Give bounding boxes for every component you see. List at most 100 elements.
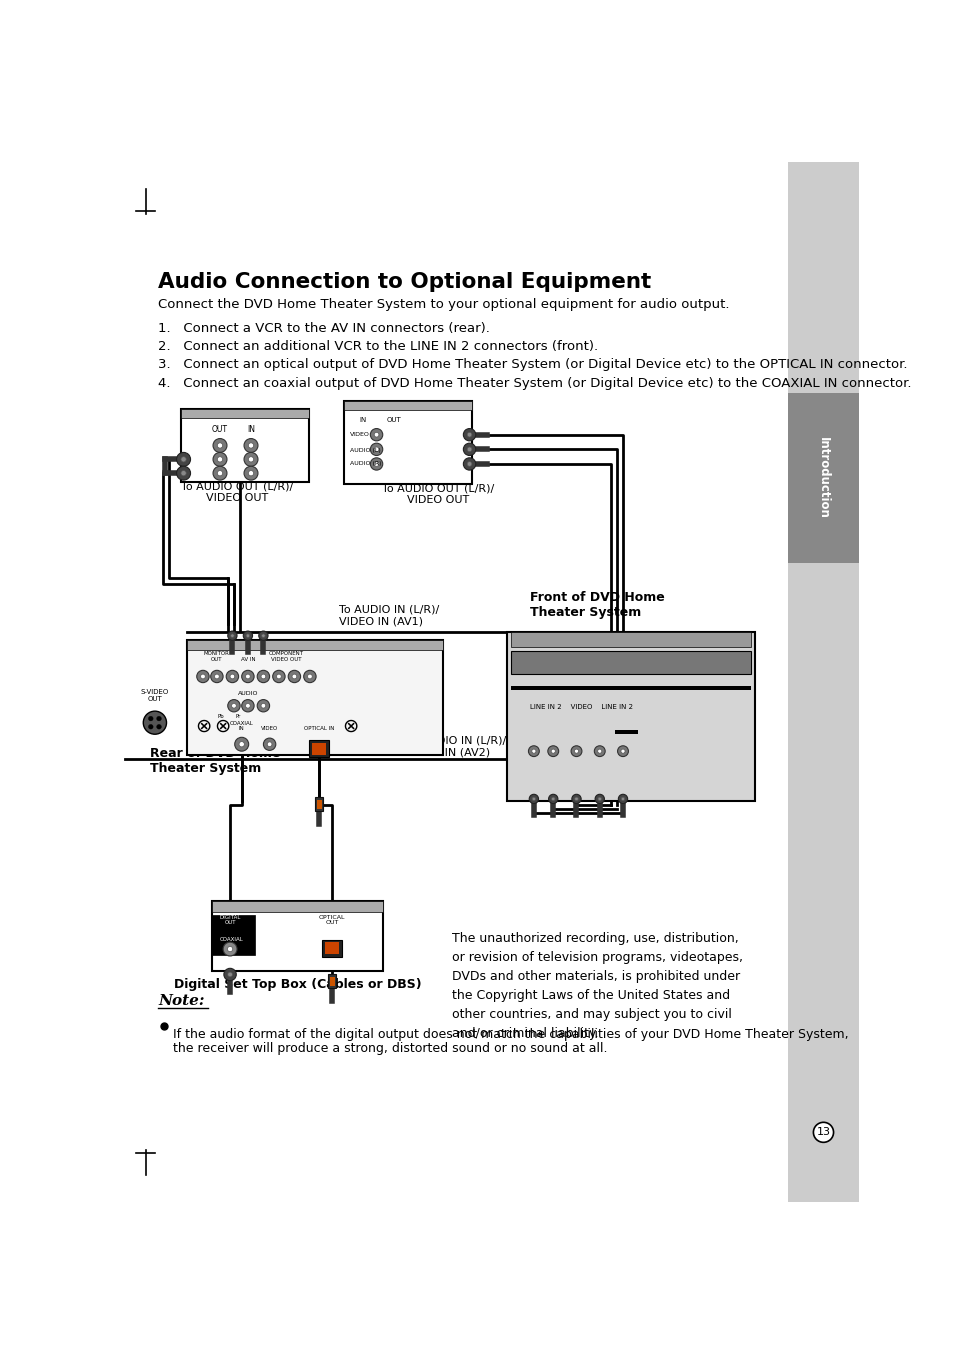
Circle shape — [548, 794, 558, 804]
Circle shape — [532, 797, 535, 801]
Bar — [344, 401, 472, 411]
Circle shape — [243, 631, 253, 640]
Circle shape — [228, 631, 236, 640]
Circle shape — [267, 742, 272, 747]
Circle shape — [232, 704, 236, 708]
Bar — [187, 639, 443, 650]
Circle shape — [467, 462, 472, 466]
Circle shape — [181, 470, 186, 476]
Circle shape — [156, 724, 161, 730]
Bar — [510, 632, 750, 647]
Text: Introduction: Introduction — [816, 436, 829, 519]
Circle shape — [258, 631, 268, 640]
Text: 4.   Connect an coaxial output of DVD Home Theater System (or Digital Device etc: 4. Connect an coaxial output of DVD Home… — [158, 377, 910, 390]
Circle shape — [813, 1123, 833, 1143]
Circle shape — [181, 457, 186, 462]
Circle shape — [467, 432, 472, 436]
Text: The unauthorized recording, use, distribution,
or revision of television program: The unauthorized recording, use, distrib… — [452, 932, 742, 1040]
Text: S-VIDEO
OUT: S-VIDEO OUT — [141, 689, 169, 703]
Bar — [212, 901, 382, 970]
Text: Digital Set Top Box (Cables or DBS): Digital Set Top Box (Cables or DBS) — [173, 978, 421, 990]
Text: Pb: Pb — [217, 715, 224, 719]
Text: COAXIAL: COAXIAL — [220, 938, 244, 943]
Text: To AUDIO IN (L/R)/
VIDEO IN (AV1): To AUDIO IN (L/R)/ VIDEO IN (AV1) — [338, 604, 438, 626]
Circle shape — [292, 674, 296, 678]
Circle shape — [547, 746, 558, 757]
Circle shape — [529, 794, 537, 804]
Text: OUT: OUT — [212, 424, 228, 434]
Circle shape — [595, 794, 604, 804]
Circle shape — [213, 453, 227, 466]
Circle shape — [598, 797, 601, 801]
Circle shape — [231, 634, 233, 638]
Text: ⊗: ⊗ — [342, 716, 358, 735]
Circle shape — [248, 443, 253, 449]
Circle shape — [211, 670, 223, 682]
Bar — [315, 797, 323, 811]
Bar — [309, 740, 329, 758]
Bar — [787, 162, 858, 1202]
Text: OUT: OUT — [386, 417, 401, 423]
Bar — [787, 393, 858, 562]
Circle shape — [617, 746, 628, 757]
Text: If the audio format of the digital output does not match the capabilities of you: If the audio format of the digital outpu… — [173, 1028, 848, 1042]
Circle shape — [239, 742, 244, 747]
Text: AUDIO (L): AUDIO (L) — [350, 447, 380, 453]
Circle shape — [261, 704, 266, 708]
Text: IN: IN — [359, 417, 366, 423]
Text: Note:: Note: — [158, 994, 204, 1008]
Circle shape — [574, 797, 578, 801]
Circle shape — [143, 711, 167, 734]
Circle shape — [227, 947, 233, 951]
Circle shape — [226, 670, 238, 682]
Circle shape — [230, 674, 234, 678]
Circle shape — [223, 942, 236, 957]
Circle shape — [156, 716, 161, 721]
Circle shape — [176, 453, 191, 466]
Circle shape — [374, 462, 378, 466]
Circle shape — [246, 634, 250, 638]
Circle shape — [370, 458, 382, 470]
Circle shape — [307, 674, 312, 678]
Circle shape — [574, 748, 578, 754]
Bar — [187, 639, 443, 755]
Bar — [181, 408, 309, 482]
Circle shape — [620, 797, 624, 801]
Text: OPTICAL IN: OPTICAL IN — [304, 727, 335, 731]
Circle shape — [234, 738, 249, 751]
Circle shape — [551, 797, 555, 801]
Bar — [328, 974, 335, 989]
Bar — [312, 743, 326, 755]
Text: Audio Connection to Optional Equipment: Audio Connection to Optional Equipment — [158, 272, 651, 292]
Circle shape — [261, 674, 266, 678]
Circle shape — [228, 700, 240, 712]
Text: 13: 13 — [816, 1127, 830, 1138]
Circle shape — [257, 700, 270, 712]
Circle shape — [257, 670, 270, 682]
Circle shape — [241, 700, 253, 712]
Bar — [330, 977, 335, 986]
Circle shape — [374, 432, 378, 436]
Circle shape — [374, 447, 378, 451]
Text: IN: IN — [247, 424, 254, 434]
Circle shape — [618, 794, 627, 804]
Text: To AUDIO OUT (L/R)/
VIDEO OUT: To AUDIO OUT (L/R)/ VIDEO OUT — [181, 481, 293, 503]
Circle shape — [200, 674, 205, 678]
Bar — [212, 901, 382, 912]
Circle shape — [370, 428, 382, 440]
Text: OPTICAL
OUT: OPTICAL OUT — [319, 915, 345, 925]
Circle shape — [551, 748, 555, 754]
Circle shape — [248, 470, 253, 476]
Circle shape — [217, 470, 222, 476]
Text: COMPONENT
VIDEO OUT: COMPONENT VIDEO OUT — [269, 651, 304, 662]
Text: ⊗: ⊗ — [213, 716, 231, 735]
Circle shape — [224, 969, 236, 981]
Text: AV IN: AV IN — [240, 657, 255, 662]
Text: COAXIAL
IN: COAXIAL IN — [230, 720, 253, 731]
Text: To AUDIO OUT (L/R)/
VIDEO OUT: To AUDIO OUT (L/R)/ VIDEO OUT — [382, 484, 495, 505]
Circle shape — [245, 674, 250, 678]
Bar — [510, 686, 750, 689]
Circle shape — [370, 443, 382, 455]
Text: Front of DVD Home
Theater System: Front of DVD Home Theater System — [530, 592, 664, 619]
Circle shape — [273, 670, 285, 682]
